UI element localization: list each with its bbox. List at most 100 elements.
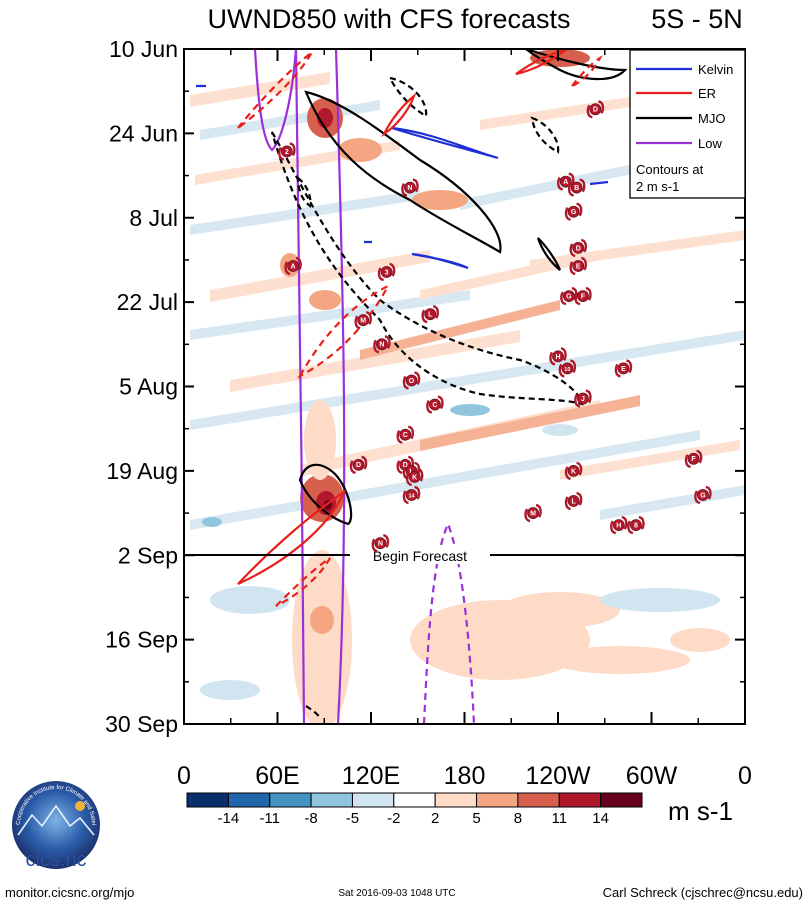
storm-label: N — [407, 185, 412, 192]
storm-swirl — [402, 371, 421, 390]
storm-dot — [559, 175, 572, 188]
storm-marker: E — [569, 256, 587, 276]
mjo-contour — [388, 76, 428, 118]
colorbar-label: -11 — [259, 810, 280, 827]
storm-dot — [424, 308, 437, 321]
storm-swirl — [426, 395, 444, 414]
storm-dot — [380, 266, 393, 278]
storm-swirl — [371, 534, 390, 553]
storm-label: F — [581, 293, 586, 300]
storm-marker: L — [421, 304, 439, 324]
kelvin-contour — [196, 84, 609, 244]
storm-marker: N — [373, 335, 391, 354]
forecast-label-bg — [350, 547, 490, 564]
storm-dot — [697, 489, 709, 501]
storm-marker: E — [614, 359, 633, 378]
legend: Kelvin ER MJO Low Contours at 2 m s-1 — [629, 49, 746, 199]
storm-marker: M — [524, 503, 542, 523]
er-contour — [381, 92, 417, 138]
storm-swirl — [569, 238, 587, 258]
x-tick-label: 0 — [738, 762, 752, 790]
storm-dot — [404, 181, 416, 194]
y-tick-label: 16 Sep — [105, 627, 178, 653]
colorbar-swatch — [558, 792, 602, 808]
storm-swirl — [405, 467, 424, 487]
storm-dot — [408, 471, 421, 483]
storm-marker: 3 — [377, 262, 396, 282]
storm-label: E — [576, 263, 581, 270]
storm-label: 14 — [408, 493, 415, 499]
storm-label: L — [428, 312, 433, 319]
storm-marker: 14 — [402, 485, 421, 505]
storm-label: B — [574, 185, 579, 192]
legend-label-low: Low — [698, 136, 722, 151]
storm-dot — [552, 350, 564, 363]
storm-label: L — [571, 498, 576, 505]
storm-swirl — [278, 142, 296, 161]
colorbar-swatch — [434, 792, 478, 808]
storm-label: E — [621, 366, 626, 373]
storm-label: M — [360, 318, 366, 325]
colorbar-label: 14 — [592, 810, 609, 827]
storm-marker: K — [564, 461, 583, 481]
colorbar-swatch — [186, 792, 229, 808]
storm-dot — [405, 374, 418, 387]
storm-label: O — [409, 378, 415, 385]
storm-label: N — [378, 541, 383, 548]
storm-dot — [374, 537, 387, 550]
storm-label: H — [555, 354, 560, 361]
kelvin-contour — [391, 126, 499, 160]
storm-label: C — [432, 402, 437, 409]
y-axis: 10 Jun 24 Jun 8 Jul 22 Jul 5 Aug 19 Aug 2 Sep 1… — [105, 36, 745, 737]
footer-timestamp: Sat 2016-09-03 1048 UTC — [338, 888, 455, 899]
storm-label: D — [576, 245, 581, 252]
storm-label: D — [593, 107, 598, 114]
colorbar-swatch — [600, 792, 643, 808]
storm-swirl — [564, 461, 583, 481]
y-tick-label: 30 Sep — [105, 711, 178, 737]
er-contour — [297, 283, 391, 379]
storm-dot — [570, 181, 583, 194]
storm-marker: F — [574, 286, 592, 306]
y-tick-label: 10 Jun — [109, 36, 178, 62]
storm-dot — [567, 464, 580, 477]
storm-marker: N — [371, 534, 390, 553]
storm-marker: G — [564, 202, 583, 221]
storm-label: D — [403, 462, 408, 469]
low-contour — [294, 49, 346, 724]
storm-dot — [428, 398, 441, 411]
legend-box — [629, 49, 746, 199]
colorbar-swatch — [476, 792, 519, 808]
colorbar-unit: m s-1 — [668, 796, 733, 826]
storm-marker: D — [349, 455, 368, 475]
storm-label: A — [563, 179, 568, 186]
cicsnc-logo: Cooperative Institute for Climate and Sa… — [0, 0, 100, 871]
y-tick-label: 8 Jul — [129, 205, 178, 231]
y-tick-label: 22 Jul — [117, 289, 178, 315]
storm-swirl — [574, 389, 592, 408]
legend-note-line1: Contours at — [636, 162, 704, 177]
storm-swirl — [694, 485, 712, 505]
colorbar-swatch — [351, 792, 395, 808]
colorbar-swatch — [269, 792, 312, 808]
storm-dot — [527, 507, 539, 519]
colorbar-label: -5 — [346, 810, 359, 827]
storm-label: 2 — [285, 149, 289, 156]
storm-label: 8 — [634, 523, 638, 530]
colorbar-swatch — [393, 792, 436, 808]
y-tick-label: 24 Jun — [109, 120, 178, 146]
storm-label: 3 — [385, 269, 389, 276]
logo-text: cics.nc — [25, 849, 86, 871]
storm-swirl — [396, 425, 414, 444]
mjo-contour — [305, 705, 321, 719]
storm-marker: C — [396, 425, 414, 444]
mjo-contour — [296, 175, 312, 208]
x-tick-label: 0 — [177, 762, 191, 790]
x-tick-label: 180 — [444, 762, 486, 790]
storm-swirl — [586, 100, 605, 119]
colorbar: -14 -11 -8 -5 -2 2 5 8 11 14 — [186, 792, 643, 827]
kelvin-contour — [411, 252, 469, 270]
storm-marker: L — [564, 491, 583, 511]
contour-layer — [196, 49, 628, 724]
storm-label: M — [530, 510, 536, 517]
